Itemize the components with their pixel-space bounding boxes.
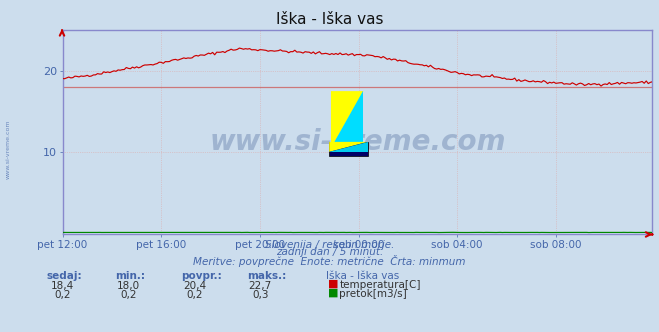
Text: 22,7: 22,7 <box>248 281 272 290</box>
Text: maks.:: maks.: <box>247 271 287 281</box>
Polygon shape <box>331 91 363 148</box>
Text: Iška - Iška vas: Iška - Iška vas <box>326 271 399 281</box>
FancyBboxPatch shape <box>330 142 368 156</box>
Text: www.si-vreme.com: www.si-vreme.com <box>5 120 11 179</box>
Text: 20,4: 20,4 <box>183 281 206 290</box>
Text: 0,3: 0,3 <box>252 290 269 299</box>
Text: 18,4: 18,4 <box>51 281 74 290</box>
Text: Slovenija / reke in morje.: Slovenija / reke in morje. <box>265 240 394 250</box>
Text: ■: ■ <box>328 288 338 298</box>
Text: sedaj:: sedaj: <box>46 271 82 281</box>
Text: 18,0: 18,0 <box>117 281 140 290</box>
Text: povpr.:: povpr.: <box>181 271 222 281</box>
Text: 0,2: 0,2 <box>54 290 71 299</box>
Text: 0,2: 0,2 <box>120 290 137 299</box>
Text: Meritve: povprečne  Enote: metrične  Črta: minmum: Meritve: povprečne Enote: metrične Črta:… <box>193 255 466 267</box>
Text: temperatura[C]: temperatura[C] <box>339 280 421 290</box>
Text: ■: ■ <box>328 279 338 289</box>
Polygon shape <box>330 142 368 152</box>
Text: www.si-vreme.com: www.si-vreme.com <box>210 128 505 156</box>
Text: Iška - Iška vas: Iška - Iška vas <box>275 12 384 27</box>
Text: pretok[m3/s]: pretok[m3/s] <box>339 289 407 299</box>
Polygon shape <box>330 142 368 152</box>
Text: zadnji dan / 5 minut.: zadnji dan / 5 minut. <box>276 247 383 257</box>
Polygon shape <box>331 91 363 148</box>
Text: 0,2: 0,2 <box>186 290 203 299</box>
Text: min.:: min.: <box>115 271 146 281</box>
